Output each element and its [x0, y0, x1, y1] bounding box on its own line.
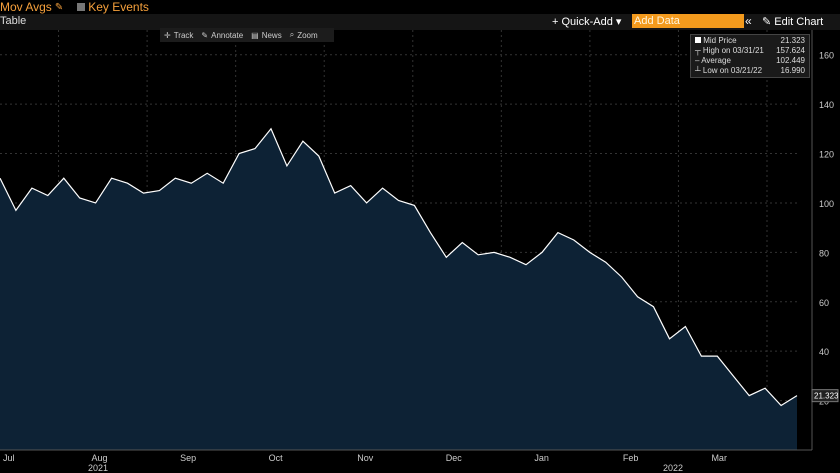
low-value: 16.990 — [780, 66, 805, 75]
low-label: Low on 03/21/22 — [702, 66, 763, 75]
y-tick-label: 100 — [819, 199, 834, 209]
month-label: Dec — [446, 453, 463, 463]
month-label: Sep — [180, 453, 196, 463]
pen-icon: ✎ — [201, 30, 209, 40]
crosshair-icon: ✛ — [164, 30, 171, 40]
add-data-input[interactable] — [632, 14, 744, 28]
average-marker-icon: – — [695, 56, 700, 65]
high-marker-icon: ┬ — [695, 46, 701, 55]
annotate-label: Annotate — [211, 30, 244, 40]
quick-add-button[interactable]: + Quick-Add ▾ — [552, 16, 622, 28]
toolbar: Table + Quick-Add ▾ « ✎ Edit Chart — [0, 14, 840, 30]
month-label: Aug — [92, 453, 108, 463]
zoom-label: Zoom — [297, 30, 318, 40]
magnifier-icon: ⌕ — [289, 30, 295, 39]
pencil-icon[interactable]: ✎ — [54, 1, 64, 13]
year-label: 2022 — [663, 463, 683, 473]
average-label: Average — [701, 56, 731, 65]
checkbox-icon[interactable] — [77, 3, 86, 11]
high-value: 157.624 — [776, 46, 805, 55]
mid-price-label: Mid Price — [703, 36, 737, 45]
news-label: News — [261, 30, 282, 40]
legend-low: ┴ Low on 03/21/22 16.990 — [695, 66, 805, 75]
y-tick-label: 160 — [819, 51, 834, 61]
zoom-tool[interactable]: ⌕ Zoom — [290, 30, 318, 40]
month-label: Jul — [3, 453, 15, 463]
y-tick-label: 40 — [819, 347, 829, 357]
price-line — [0, 127, 798, 407]
key-events-label: Key Events — [88, 0, 149, 14]
last-value-label: 21.323 — [814, 392, 839, 401]
y-tick-label: 60 — [819, 298, 829, 308]
month-label: Mar — [711, 453, 727, 463]
legend-mid-price: Mid Price 21.323 — [695, 36, 805, 45]
average-value: 102.449 — [776, 56, 805, 65]
key-events-button[interactable]: Key Events — [77, 0, 149, 14]
low-marker-icon: ┴ — [695, 66, 701, 75]
month-label: Feb — [623, 453, 639, 463]
mov-avgs-button[interactable]: Mov Avgs ✎ — [0, 0, 63, 14]
edit-chart-label: Edit Chart — [774, 16, 824, 28]
news-icon: ▤ — [251, 30, 259, 40]
edit-chart-button[interactable]: ✎ Edit Chart — [762, 15, 823, 28]
track-label: Track — [173, 30, 194, 40]
y-tick-label: 140 — [819, 100, 834, 110]
mov-avgs-label: Mov Avgs — [0, 0, 52, 14]
mid-price-value: 21.323 — [780, 36, 805, 45]
collapse-chevron-icon[interactable]: « — [745, 14, 752, 28]
table-tab[interactable]: Table — [0, 15, 27, 27]
month-label: Oct — [269, 453, 284, 463]
last-value-box — [811, 389, 839, 403]
y-tick-label: 80 — [819, 248, 829, 258]
pencil-icon: ✎ — [762, 16, 775, 28]
legend-average: – Average 102.449 — [695, 56, 805, 65]
top-bar: Mov Avgs ✎ Key Events — [0, 0, 840, 14]
chart-tools: ✛ Track ✎ Annotate ▤ News ⌕ Zoom — [160, 28, 334, 42]
month-label: Nov — [357, 453, 374, 463]
legend-high: ┬ High on 03/31/21 157.624 — [695, 46, 805, 55]
track-tool[interactable]: ✛ Track — [164, 31, 193, 40]
legend-box: Mid Price 21.323 ┬ High on 03/31/21 157.62… — [690, 34, 810, 78]
high-label: High on 03/31/21 — [702, 46, 764, 55]
year-label: 2021 — [88, 463, 108, 473]
news-tool[interactable]: ▤ News — [251, 31, 282, 40]
price-area-fill — [0, 128, 797, 451]
y-tick-label: 120 — [819, 150, 834, 160]
month-label: Jan — [534, 453, 549, 463]
series-swatch-icon — [695, 37, 701, 43]
annotate-tool[interactable]: ✎ Annotate — [201, 31, 243, 40]
